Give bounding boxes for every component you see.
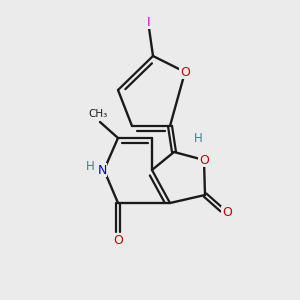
Text: O: O [180, 65, 190, 79]
Text: O: O [199, 154, 209, 166]
Text: H: H [85, 160, 94, 173]
Text: O: O [222, 206, 232, 220]
Text: N: N [97, 164, 107, 176]
Text: I: I [147, 16, 151, 28]
Text: O: O [113, 233, 123, 247]
Text: CH₃: CH₃ [88, 109, 108, 119]
Text: H: H [194, 131, 202, 145]
